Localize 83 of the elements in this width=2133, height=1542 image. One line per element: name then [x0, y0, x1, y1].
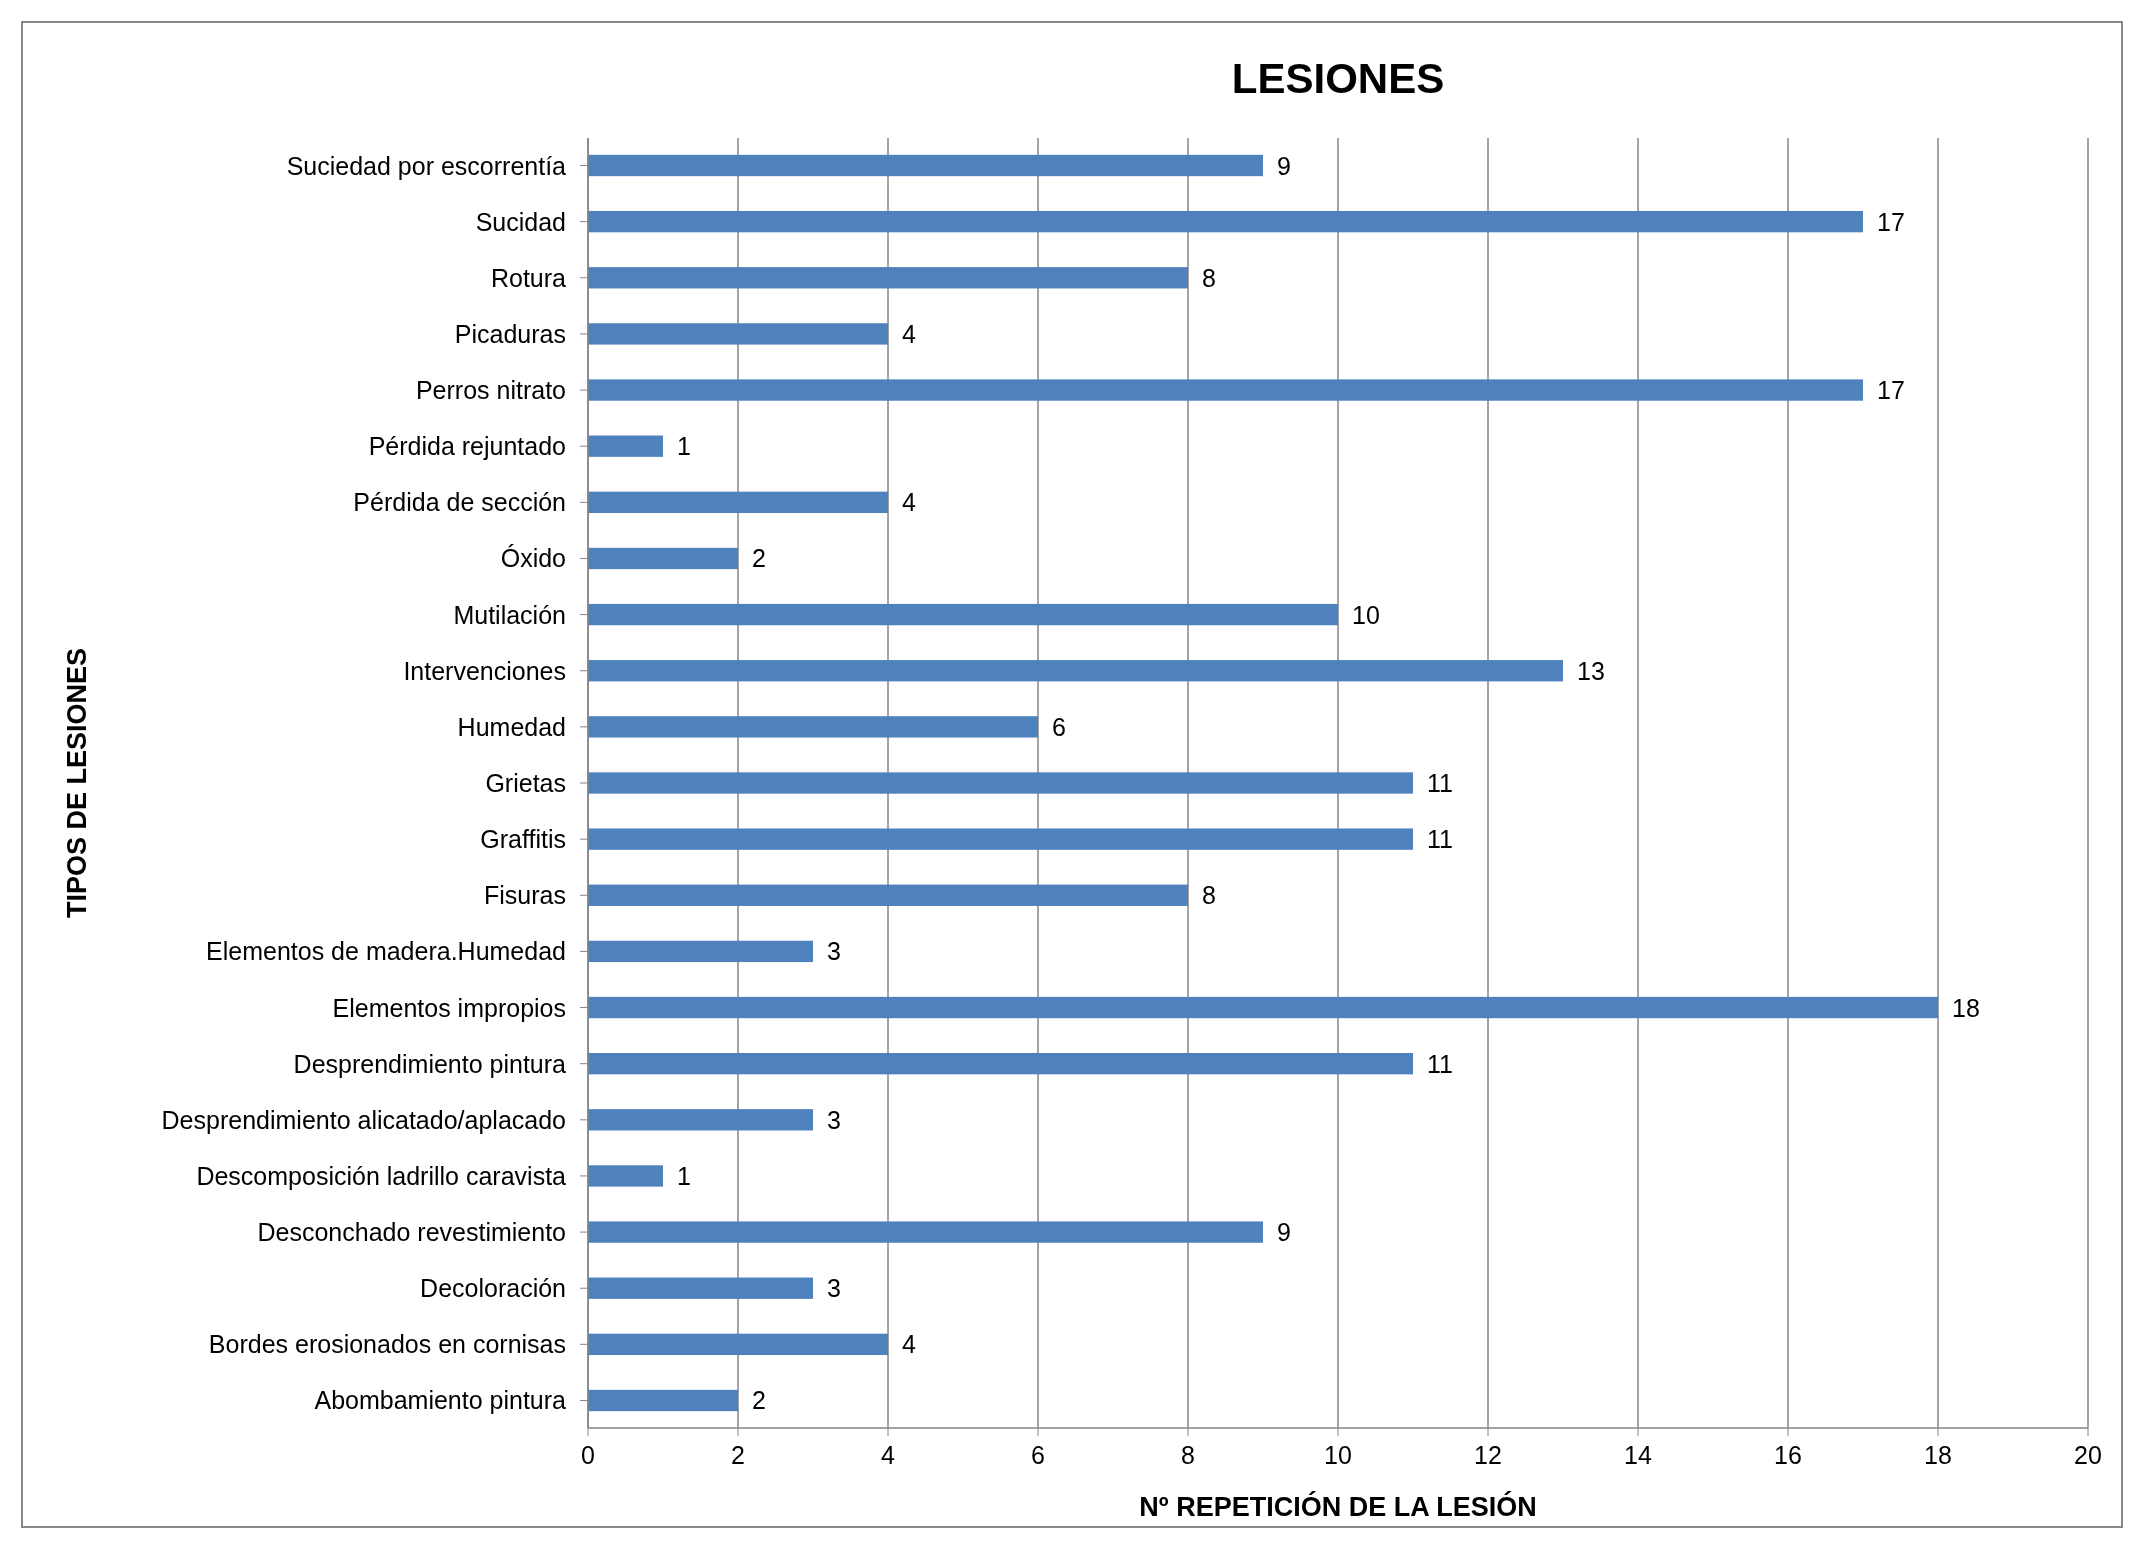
data-label: 2: [752, 1386, 766, 1415]
data-label: 18: [1952, 993, 1980, 1022]
data-label: 4: [902, 319, 916, 348]
y-tick-label: Decoloración: [420, 1274, 566, 1303]
x-axis-title: Nº REPETICIÓN DE LA LESIÓN: [1139, 1491, 1537, 1522]
x-tick-label: 0: [581, 1441, 595, 1469]
x-tick-label: 18: [1924, 1441, 1952, 1469]
y-tick-label: Desprendimiento pintura: [293, 1049, 567, 1078]
chart-title: LESIONES: [1231, 55, 1445, 102]
data-label: 6: [1052, 712, 1066, 741]
bar: [588, 660, 1563, 682]
data-label: 3: [827, 937, 841, 966]
data-label: 9: [1277, 151, 1291, 180]
data-label: 4: [902, 488, 916, 517]
y-tick-label: Picaduras: [454, 319, 566, 348]
y-tick-label: Bordes erosionados en cornisas: [208, 1330, 566, 1359]
y-tick-label: Perros nitrato: [415, 376, 566, 405]
bar: [588, 603, 1338, 626]
data-label: 1: [677, 432, 691, 461]
y-tick-label: Rotura: [490, 263, 567, 292]
x-tick-label: 20: [2074, 1441, 2102, 1469]
y-tick-label: Grietas: [485, 769, 566, 797]
bar: [588, 323, 888, 345]
x-tick-label: 14: [1624, 1441, 1652, 1469]
data-label: 9: [1277, 1218, 1291, 1247]
bar: [588, 1333, 888, 1356]
data-label: 11: [1427, 1049, 1453, 1078]
bar: [588, 1277, 813, 1299]
y-tick-label: Desconchado revestimiento: [257, 1218, 566, 1247]
data-label: 8: [1202, 881, 1216, 910]
bar: [588, 379, 1863, 401]
bar: [588, 1165, 663, 1187]
data-label: 4: [902, 1330, 916, 1359]
data-label: 17: [1877, 376, 1905, 405]
y-tick-label: Graffitis: [480, 825, 566, 854]
data-label: 13: [1577, 656, 1605, 685]
bar: [588, 996, 1938, 1019]
bar: [588, 547, 738, 570]
y-tick-label: Elementos impropios: [332, 993, 566, 1022]
y-tick-label: Intervenciones: [403, 656, 566, 685]
x-tick-label: 4: [881, 1441, 896, 1469]
x-tick-label: 8: [1181, 1441, 1195, 1469]
x-tick-label: 16: [1774, 1441, 1802, 1469]
bar: [588, 772, 1413, 794]
y-tick-label: Descomposición ladrillo caravista: [196, 1161, 567, 1190]
bar: [588, 491, 888, 513]
y-tick-label: Pérdida de sección: [353, 488, 566, 517]
data-label: 3: [827, 1105, 841, 1134]
y-axis-title: TIPOS DE LESIONES: [62, 647, 92, 919]
bar: [588, 210, 1863, 233]
data-label: 3: [827, 1274, 841, 1303]
y-tick-label: Desprendimiento alicatado/aplacado: [161, 1105, 566, 1134]
y-tick-label: Humedad: [457, 712, 566, 741]
bar: [588, 716, 1038, 738]
y-tick-label: Suciedad por escorrentía: [286, 151, 567, 180]
y-tick-label: Pérdida rejuntado: [368, 432, 566, 461]
bar: [588, 154, 1263, 177]
bar: [588, 435, 663, 457]
data-label: 10: [1352, 600, 1380, 629]
x-tick-label: 6: [1031, 1441, 1045, 1469]
data-label: 17: [1877, 207, 1905, 236]
x-tick-label: 10: [1324, 1441, 1352, 1469]
bar: [588, 940, 813, 963]
y-tick-label: Óxido: [500, 544, 566, 573]
y-tick-label: Elementos de madera.Humedad: [206, 937, 566, 966]
bar: [588, 1389, 738, 1412]
bar: [588, 884, 1188, 906]
data-label: 11: [1427, 769, 1453, 797]
y-tick-label: Sucidad: [475, 207, 566, 236]
data-label: 1: [677, 1161, 691, 1190]
data-label: 2: [752, 544, 766, 573]
bar: [588, 1221, 1263, 1243]
bar: [588, 267, 1188, 289]
x-tick-label: 12: [1474, 1441, 1502, 1469]
y-tick-label: Abombamiento pintura: [314, 1386, 567, 1415]
y-tick-label: Mutilación: [453, 600, 566, 629]
data-label: 8: [1202, 263, 1216, 292]
x-tick-label: 2: [731, 1441, 745, 1469]
y-tick-label: Fisuras: [484, 881, 566, 910]
bar: [588, 828, 1413, 850]
bar: [588, 1109, 813, 1131]
bar: [588, 1053, 1413, 1075]
data-label: 11: [1427, 825, 1453, 854]
